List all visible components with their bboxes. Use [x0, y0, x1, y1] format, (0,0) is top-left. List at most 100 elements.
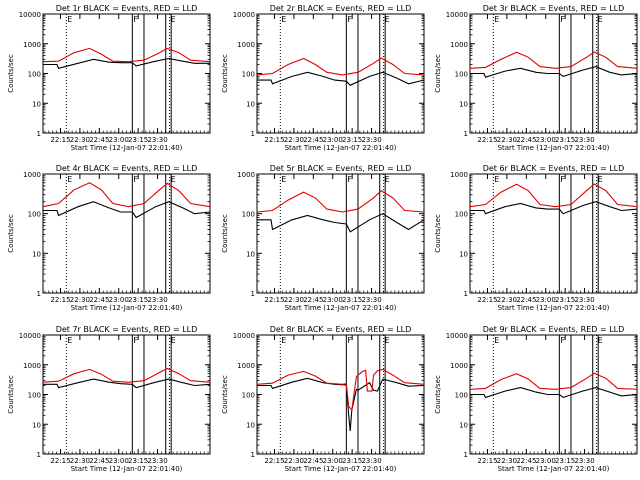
panel-title: Det 8r BLACK = Events, RED = LLD [270, 325, 412, 334]
x-tick-label: 22:45 [516, 136, 536, 144]
x-tick-label: 22:15 [50, 136, 70, 144]
plot-frame [42, 173, 211, 294]
panel-title: Det 3r BLACK = Events, RED = LLD [483, 4, 625, 13]
x-tick-label: 23:00 [109, 136, 129, 144]
x-tick-label: 23:00 [536, 296, 556, 304]
y-axis-label: Counts/sec [221, 375, 229, 414]
x-tick-label: 23:15 [128, 136, 148, 144]
marker-label: E [385, 175, 390, 184]
series-lld-line [256, 57, 425, 76]
x-tick-label: 23:15 [342, 457, 362, 465]
series-events-line [470, 201, 638, 215]
marker-label: E [598, 336, 603, 345]
y-tick-label: 1 [251, 290, 255, 298]
x-tick-label: 22:45 [89, 457, 109, 465]
x-tick-label: 23:00 [323, 136, 343, 144]
y-tick-label: 1000 [237, 171, 255, 179]
marker-label: F [560, 15, 565, 24]
y-tick-label: 100 [455, 211, 468, 219]
series-events-line [43, 378, 211, 389]
marker-label: E [67, 175, 72, 184]
x-tick-label: 23:15 [555, 296, 575, 304]
y-tick-label: 1000 [450, 41, 468, 49]
plot-frame [256, 334, 425, 455]
marker-label: E [67, 336, 72, 345]
marker-label: F [133, 15, 138, 24]
x-tick-label: 22:45 [303, 296, 323, 304]
marker-label: E [281, 175, 286, 184]
marker-label: E [598, 15, 603, 24]
series-lld-line [42, 47, 211, 63]
y-tick-label: 100 [242, 211, 255, 219]
y-tick-label: 10000 [233, 11, 255, 19]
panel-det-8: Det 8r BLACK = Events, RED = LLD 1 10 100 10… [221, 325, 425, 473]
plot-frame [42, 334, 211, 455]
y-tick-label: 1000 [23, 171, 41, 179]
panel-det-2: Det 2r BLACK = Events, RED = LLD 1 10 100 10… [221, 4, 425, 152]
x-tick-label: 22:30 [70, 296, 90, 304]
marker-label: F [133, 175, 138, 184]
plot-frame [256, 173, 425, 294]
series-lld-line [469, 183, 638, 208]
y-tick-label: 1000 [450, 362, 468, 370]
plot-frame [469, 173, 638, 294]
series-events-line [257, 377, 425, 431]
y-tick-label: 1 [251, 451, 255, 459]
y-tick-label: 10000 [19, 332, 41, 340]
panel-det-9: Det 9r BLACK = Events, RED = LLD 1 10 100 10… [434, 325, 638, 473]
x-tick-label: 22:15 [477, 457, 497, 465]
panel-title: Det 9r BLACK = Events, RED = LLD [483, 325, 625, 334]
series-lld-line [42, 367, 211, 383]
y-tick-label: 10 [32, 100, 41, 108]
x-tick-label: 22:45 [516, 296, 536, 304]
x-tick-label: 23:00 [109, 457, 129, 465]
x-tick-label: 22:15 [264, 457, 284, 465]
y-axis-label: Counts/sec [221, 214, 229, 253]
marker-label: E [281, 336, 286, 345]
y-axis-label: Counts/sec [434, 214, 442, 253]
x-tick-label: 23:15 [555, 136, 575, 144]
x-tick-label: 22:45 [89, 136, 109, 144]
y-axis-label: Counts/sec [434, 54, 442, 93]
x-tick-label: 22:15 [264, 296, 284, 304]
y-tick-label: 100 [28, 71, 41, 79]
y-tick-label: 10 [459, 250, 468, 258]
x-tick-label: 23:00 [536, 136, 556, 144]
x-tick-label: 22:15 [477, 296, 497, 304]
x-tick-label: 23:15 [342, 136, 362, 144]
y-tick-label: 10 [246, 100, 255, 108]
x-tick-label: 22:30 [284, 136, 304, 144]
y-tick-label: 1000 [23, 362, 41, 370]
x-tick-label: 22:30 [497, 457, 517, 465]
x-axis-label: Start Time (12-Jan-07 22:01:40) [285, 144, 397, 152]
marker-label: E [171, 336, 176, 345]
x-tick-label: 23:00 [323, 457, 343, 465]
x-tick-label: 23:00 [323, 296, 343, 304]
series-events-line [43, 201, 211, 219]
y-tick-label: 10000 [19, 11, 41, 19]
x-tick-label: 23:00 [109, 296, 129, 304]
y-axis-label: Counts/sec [7, 54, 15, 93]
x-tick-label: 23:15 [342, 296, 362, 304]
x-tick-label: 22:30 [284, 296, 304, 304]
y-tick-label: 1 [464, 290, 468, 298]
marker-label: E [385, 15, 390, 24]
x-axis-label: Start Time (12-Jan-07 22:01:40) [498, 465, 610, 473]
x-tick-label: 23:30 [147, 457, 167, 465]
y-tick-label: 1000 [23, 41, 41, 49]
x-axis-label: Start Time (12-Jan-07 22:01:40) [285, 465, 397, 473]
x-tick-label: 23:30 [574, 296, 594, 304]
x-tick-label: 22:15 [50, 296, 70, 304]
x-tick-label: 22:15 [264, 136, 284, 144]
marker-label: F [347, 15, 352, 24]
series-events-line [43, 57, 210, 69]
x-tick-label: 23:30 [574, 457, 594, 465]
y-tick-label: 100 [242, 71, 255, 79]
y-tick-label: 100 [28, 392, 41, 400]
y-axis-label: Counts/sec [7, 214, 15, 253]
series-lld-line [469, 372, 638, 390]
series-events-line [257, 213, 425, 233]
marker-label: E [171, 15, 176, 24]
x-tick-label: 23:30 [574, 136, 594, 144]
y-axis-label: Counts/sec [7, 375, 15, 414]
